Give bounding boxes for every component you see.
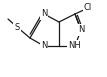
Text: S: S xyxy=(14,22,20,31)
Text: N: N xyxy=(41,42,47,51)
Text: N: N xyxy=(41,9,47,18)
Text: Cl: Cl xyxy=(84,3,92,12)
Text: NH: NH xyxy=(69,42,81,51)
Text: N: N xyxy=(78,25,84,34)
